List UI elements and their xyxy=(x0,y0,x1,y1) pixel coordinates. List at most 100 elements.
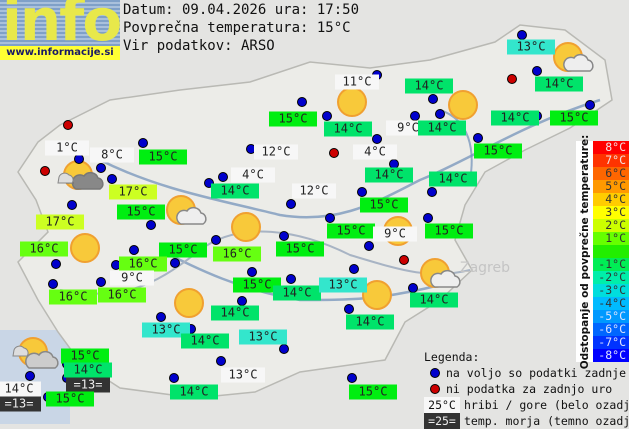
missing-station-dot[interactable] xyxy=(399,255,409,265)
missing-dot-icon xyxy=(430,384,440,394)
scale-step: 5°C xyxy=(593,180,629,193)
station-dot[interactable] xyxy=(585,100,595,110)
station-dot[interactable] xyxy=(372,134,382,144)
temperature-label: 4°C xyxy=(231,167,275,183)
station-dot[interactable] xyxy=(146,220,156,230)
missing-station-dot[interactable] xyxy=(507,74,517,84)
station-dot[interactable] xyxy=(322,111,332,121)
station-dot[interactable] xyxy=(344,304,354,314)
station-dot[interactable] xyxy=(67,200,77,210)
temperature-label: 13°C xyxy=(239,329,287,345)
station-dot[interactable] xyxy=(279,231,289,241)
scale-step: 6°C xyxy=(593,167,629,180)
station-dot[interactable] xyxy=(170,258,180,268)
scale-step: 8°C xyxy=(593,141,629,154)
temperature-label: 15°C xyxy=(117,204,165,220)
station-dot[interactable] xyxy=(325,213,335,223)
scale-step: -1°C xyxy=(593,258,629,271)
sun-dark-cloud-icon xyxy=(57,160,104,190)
temperature-label: 16°C xyxy=(49,289,97,305)
station-dot[interactable] xyxy=(364,241,374,251)
station-dot[interactable] xyxy=(156,312,166,322)
station-dot[interactable] xyxy=(51,259,61,269)
station-dot[interactable] xyxy=(347,373,357,383)
station-dot[interactable] xyxy=(218,172,228,182)
station-dot[interactable] xyxy=(48,279,58,289)
station-dot[interactable] xyxy=(532,66,542,76)
temperature-label: 17°C xyxy=(36,214,84,230)
station-dot[interactable] xyxy=(410,111,420,121)
missing-station-dot[interactable] xyxy=(63,120,73,130)
scale-step: -4°C xyxy=(593,297,629,310)
temperature-label: 15°C xyxy=(233,277,281,293)
temperature-label: 16°C xyxy=(119,256,167,272)
scale-step: 4°C xyxy=(593,193,629,206)
temperature-label: =13= xyxy=(66,377,110,393)
scale-step: -6°C xyxy=(593,323,629,336)
station-dot[interactable] xyxy=(96,277,106,287)
station-dot[interactable] xyxy=(74,154,84,164)
temperature-label: 12°C xyxy=(292,183,336,199)
station-dot[interactable] xyxy=(211,235,221,245)
sun-icon xyxy=(362,280,392,310)
temperature-label: 14°C xyxy=(324,121,372,137)
temperature-label: 14°C xyxy=(365,167,413,183)
station-dot[interactable] xyxy=(25,371,35,381)
site-url-link[interactable]: www.informacije.si xyxy=(0,46,120,60)
scale-title: Odstopanje od povprečne temperature: xyxy=(576,134,593,369)
country-outline xyxy=(17,24,613,399)
missing-station-dot[interactable] xyxy=(40,166,50,176)
temperature-label: 13°C xyxy=(221,367,265,383)
temperature-label: 14°C xyxy=(405,78,453,94)
station-dot[interactable] xyxy=(408,283,418,293)
average-temperature: Povprečna temperatura: 15°C xyxy=(123,20,351,36)
legend-sea: temp. morja (temno ozadje) xyxy=(464,414,629,428)
temperature-label: 15°C xyxy=(46,391,94,407)
temperature-label: 14°C xyxy=(181,333,229,349)
station-dot[interactable] xyxy=(237,296,247,306)
legend-missing: ni podatka za zadnjo uro xyxy=(446,382,613,396)
temperature-label: 9°C xyxy=(373,226,417,242)
station-dot[interactable] xyxy=(169,373,179,383)
station-dot[interactable] xyxy=(349,264,359,274)
date-time: Datum: 09.04.2026 ura: 17:50 xyxy=(123,2,360,18)
station-dot[interactable] xyxy=(96,163,106,173)
station-dot[interactable] xyxy=(286,274,296,284)
station-dot[interactable] xyxy=(286,199,296,209)
station-dot[interactable] xyxy=(517,30,527,40)
station-dot[interactable] xyxy=(473,133,483,143)
temperature-label: 14°C xyxy=(346,314,394,330)
station-dot[interactable] xyxy=(297,97,307,107)
temperature-label: 15°C xyxy=(327,223,375,239)
temperature-label: 4°C xyxy=(353,144,397,160)
scale-step: -2°C xyxy=(593,271,629,284)
station-dot[interactable] xyxy=(247,267,257,277)
scale-step: 2°C xyxy=(593,219,629,232)
station-dot[interactable] xyxy=(216,356,226,366)
temperature-label: 15°C xyxy=(425,223,473,239)
temperature-label: 14°C xyxy=(429,171,477,187)
temperature-label: 13°C xyxy=(507,39,555,55)
station-dot[interactable] xyxy=(357,187,367,197)
station-dot[interactable] xyxy=(427,187,437,197)
temperature-label: 17°C xyxy=(109,184,157,200)
temperature-label: 15°C xyxy=(550,110,598,126)
logo: info xyxy=(0,0,120,46)
temperature-label: 1°C xyxy=(45,140,89,156)
zagreb-map-label: Zagreb xyxy=(460,260,510,276)
sea-sample: =25= xyxy=(424,413,460,429)
temperature-label: 14°C xyxy=(64,362,112,378)
station-dot[interactable] xyxy=(129,245,139,255)
temperature-label: 14°C xyxy=(0,381,41,397)
station-dot[interactable] xyxy=(204,178,214,188)
station-dot[interactable] xyxy=(428,94,438,104)
station-dot[interactable] xyxy=(279,344,289,354)
temperature-label: 8°C xyxy=(90,147,134,163)
temperature-label: 14°C xyxy=(418,120,466,136)
station-dot[interactable] xyxy=(435,109,445,119)
station-dot[interactable] xyxy=(107,174,117,184)
station-dot[interactable] xyxy=(138,138,148,148)
station-dot[interactable] xyxy=(423,213,433,223)
sun-clouds-icon xyxy=(12,337,59,369)
missing-station-dot[interactable] xyxy=(329,148,339,158)
